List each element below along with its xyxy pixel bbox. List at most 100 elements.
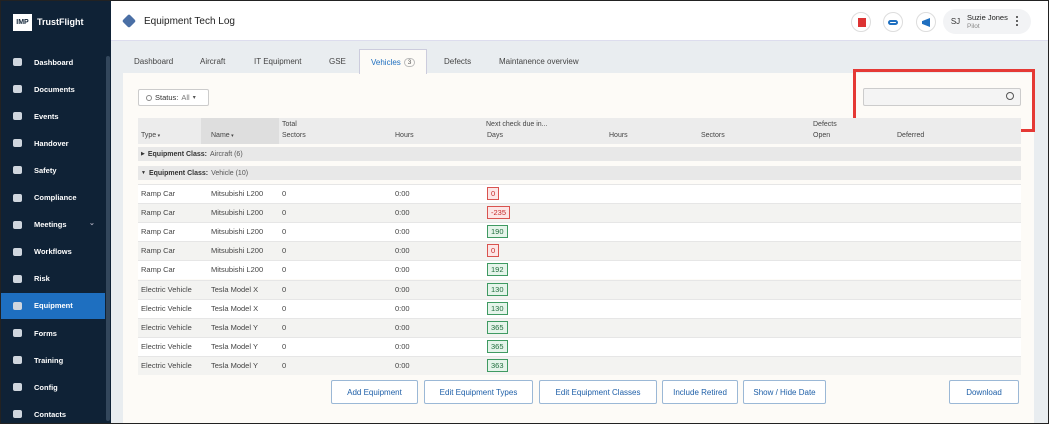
action-button[interactable]: Edit Equipment Types [424,380,533,404]
table-cell: Tesla Model X [211,303,259,313]
nav-icon [13,247,22,256]
column-header: Hours [395,132,414,139]
announce-icon[interactable] [916,12,936,32]
header: Equipment Tech Log SJ Suzie Jones Pilot [111,1,1048,41]
table-row [138,222,1021,242]
table-cell: Electric Vehicle [141,322,192,332]
table-cell: Mitsubishi L200 [211,227,264,237]
column-header[interactable]: Name ▾ [211,132,234,139]
table-cell: 0 [282,341,287,351]
class-name: Vehicle (10) [211,169,249,177]
tab-label: IT Equipment [254,57,302,66]
table-cell: Ramp Car [141,189,176,198]
chevron: ⌄ [89,219,95,227]
nav-item[interactable]: Meetings ⌄ [1,212,105,238]
sidebar: IMP TrustFlight Dashboard Documents Events… [1,1,111,423]
column-header: Sectors [282,132,306,139]
table-cell: 0 [282,284,287,294]
nav-item[interactable]: Workflows [1,239,105,265]
days-badge: -235 [487,206,511,220]
tab-label: Vehicles [371,57,401,67]
tab[interactable]: Aircraft [189,49,236,74]
user-role: Pilot [967,23,980,30]
column-header: Days [487,132,503,139]
table-cell: Mitsubishi L200 [211,208,264,218]
nav-item[interactable]: Handover [1,130,105,156]
nav-icon [13,410,22,419]
tab-count: 3 [403,57,416,67]
table-cell: 0 [282,227,287,237]
nav-icon [13,166,22,175]
table-cell: 0 [282,265,287,275]
kebab-menu[interactable] [1016,15,1018,27]
class-row[interactable]: ▼ Equipment Class: Vehicle (10) [138,166,1021,180]
table-cell: 0:00 [395,284,410,294]
user-name: Suzie Jones [967,13,1008,22]
table-cell: 0 [282,189,287,198]
column-group: Next check due in... [486,121,548,128]
nav-item[interactable]: Compliance [1,185,105,211]
search-input[interactable] [863,88,1021,106]
class-label: Equipment Class: [148,169,209,177]
nav-item[interactable]: Forms [1,320,105,346]
tab[interactable]: GSE [318,49,357,74]
action-button[interactable]: Include Retired [662,380,738,404]
brand: TrustFlight [37,17,84,27]
table-row [138,298,1021,318]
table-cell: 0:00 [395,322,410,332]
table-row [138,336,1021,356]
notifications-icon[interactable] [851,12,871,32]
nav-item[interactable]: Equipment [1,292,105,319]
wrench-icon [121,13,137,29]
nav-item[interactable]: Contacts [1,401,105,423]
nav-item[interactable]: Dashboard [1,49,105,75]
table-cell: Electric Vehicle [141,303,192,313]
table-cell: 0:00 [395,265,410,275]
nav-icon [13,220,22,229]
nav-item[interactable]: Events [1,103,105,129]
table-row [138,184,1021,203]
nav-item[interactable]: Risk [1,266,105,292]
logo: IMP [13,14,32,31]
nav-icon [13,301,22,310]
download-button[interactable]: Download [949,380,1019,404]
column-group: Total [282,121,297,128]
tab[interactable]: Defects [433,49,482,74]
table-header [138,118,1021,144]
action-button[interactable]: Show / Hide Date [743,380,826,404]
column-group: Defects [813,121,837,128]
tab[interactable]: IT Equipment [243,49,312,74]
table-cell: Tesla Model Y [211,322,258,332]
tab-label: Aircraft [200,57,226,66]
nav-item[interactable]: Config [1,374,105,400]
class-row[interactable]: ▶ Equipment Class: Aircraft (6) [138,147,1021,161]
table-row [138,203,1021,223]
tab[interactable]: Dashboard [123,49,184,74]
days-badge: 365 [487,320,508,334]
expand-icon: ▼ [141,170,146,176]
action-button[interactable]: Edit Equipment Classes [539,380,657,404]
table-cell: Electric Vehicle [141,284,192,294]
days-badge: 190 [487,225,508,239]
class-name: Aircraft (6) [209,150,243,158]
nav-icon [13,329,22,337]
nav-item[interactable]: Safety [1,157,105,183]
nav-icon [13,274,22,283]
table-cell: 0 [282,360,287,370]
tab[interactable]: Vehicles 3 [359,49,428,74]
nav-icon [13,85,22,94]
link-icon[interactable] [883,12,903,32]
filter-value: All [181,93,190,102]
table-cell: 0:00 [395,189,410,198]
nav-item[interactable]: Documents [1,76,105,102]
table-cell: 0:00 [395,208,410,218]
table-cell: Electric Vehicle [141,360,192,370]
status-filter[interactable]: Status: All ▾ [138,89,209,106]
tab[interactable]: Maintanence overview [488,49,590,74]
action-button[interactable]: Add Equipment [331,380,418,404]
column-header[interactable]: Type ▾ [141,132,161,139]
table-cell: Tesla Model X [211,284,259,294]
tab-label: Dashboard [134,57,174,66]
nav-item[interactable]: Training [1,347,105,373]
table-cell: Ramp Car [141,265,176,275]
